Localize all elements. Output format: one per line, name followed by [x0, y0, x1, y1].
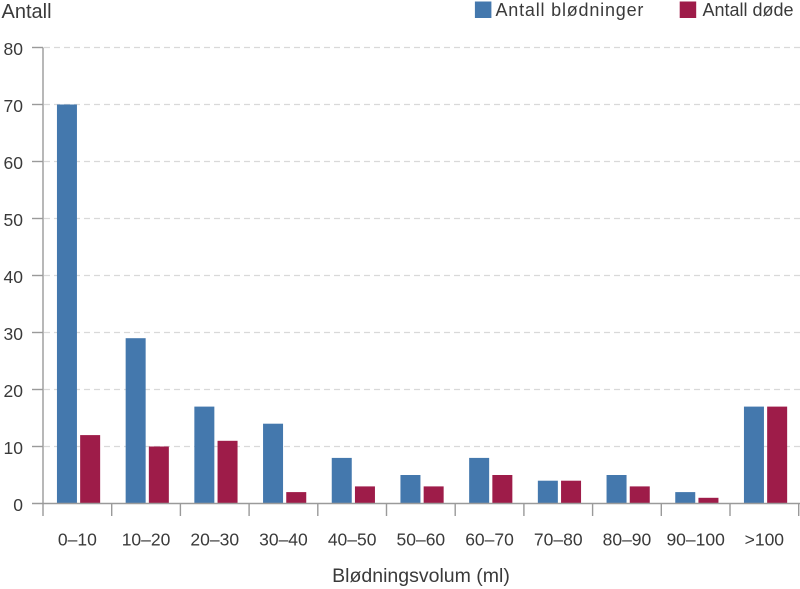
svg-text:60: 60 [4, 153, 24, 173]
svg-text:50–60: 50–60 [397, 529, 446, 549]
svg-text:70: 70 [4, 96, 24, 116]
svg-text:>100: >100 [745, 529, 785, 549]
svg-text:40–50: 40–50 [328, 529, 377, 549]
svg-text:40: 40 [4, 267, 24, 287]
svg-text:60–70: 60–70 [465, 529, 514, 549]
svg-text:30–40: 30–40 [259, 529, 308, 549]
svg-text:20: 20 [4, 381, 24, 401]
svg-text:10–20: 10–20 [122, 529, 171, 549]
svg-text:80: 80 [4, 39, 24, 59]
svg-text:50: 50 [4, 210, 24, 230]
svg-text:Blødningsvolum (ml): Blødningsvolum (ml) [332, 565, 510, 587]
svg-text:30: 30 [4, 324, 24, 344]
svg-text:20–30: 20–30 [190, 529, 239, 549]
svg-text:Antall døde: Antall døde [703, 0, 794, 20]
svg-text:0–10: 0–10 [58, 529, 97, 549]
svg-text:70–80: 70–80 [534, 529, 583, 549]
svg-text:10: 10 [4, 438, 24, 458]
svg-text:80–90: 80–90 [603, 529, 652, 549]
svg-text:Antall blødninger: Antall blødninger [496, 0, 645, 20]
svg-text:Antall: Antall [2, 1, 52, 23]
svg-text:0: 0 [13, 495, 23, 515]
svg-text:90–100: 90–100 [666, 529, 725, 549]
